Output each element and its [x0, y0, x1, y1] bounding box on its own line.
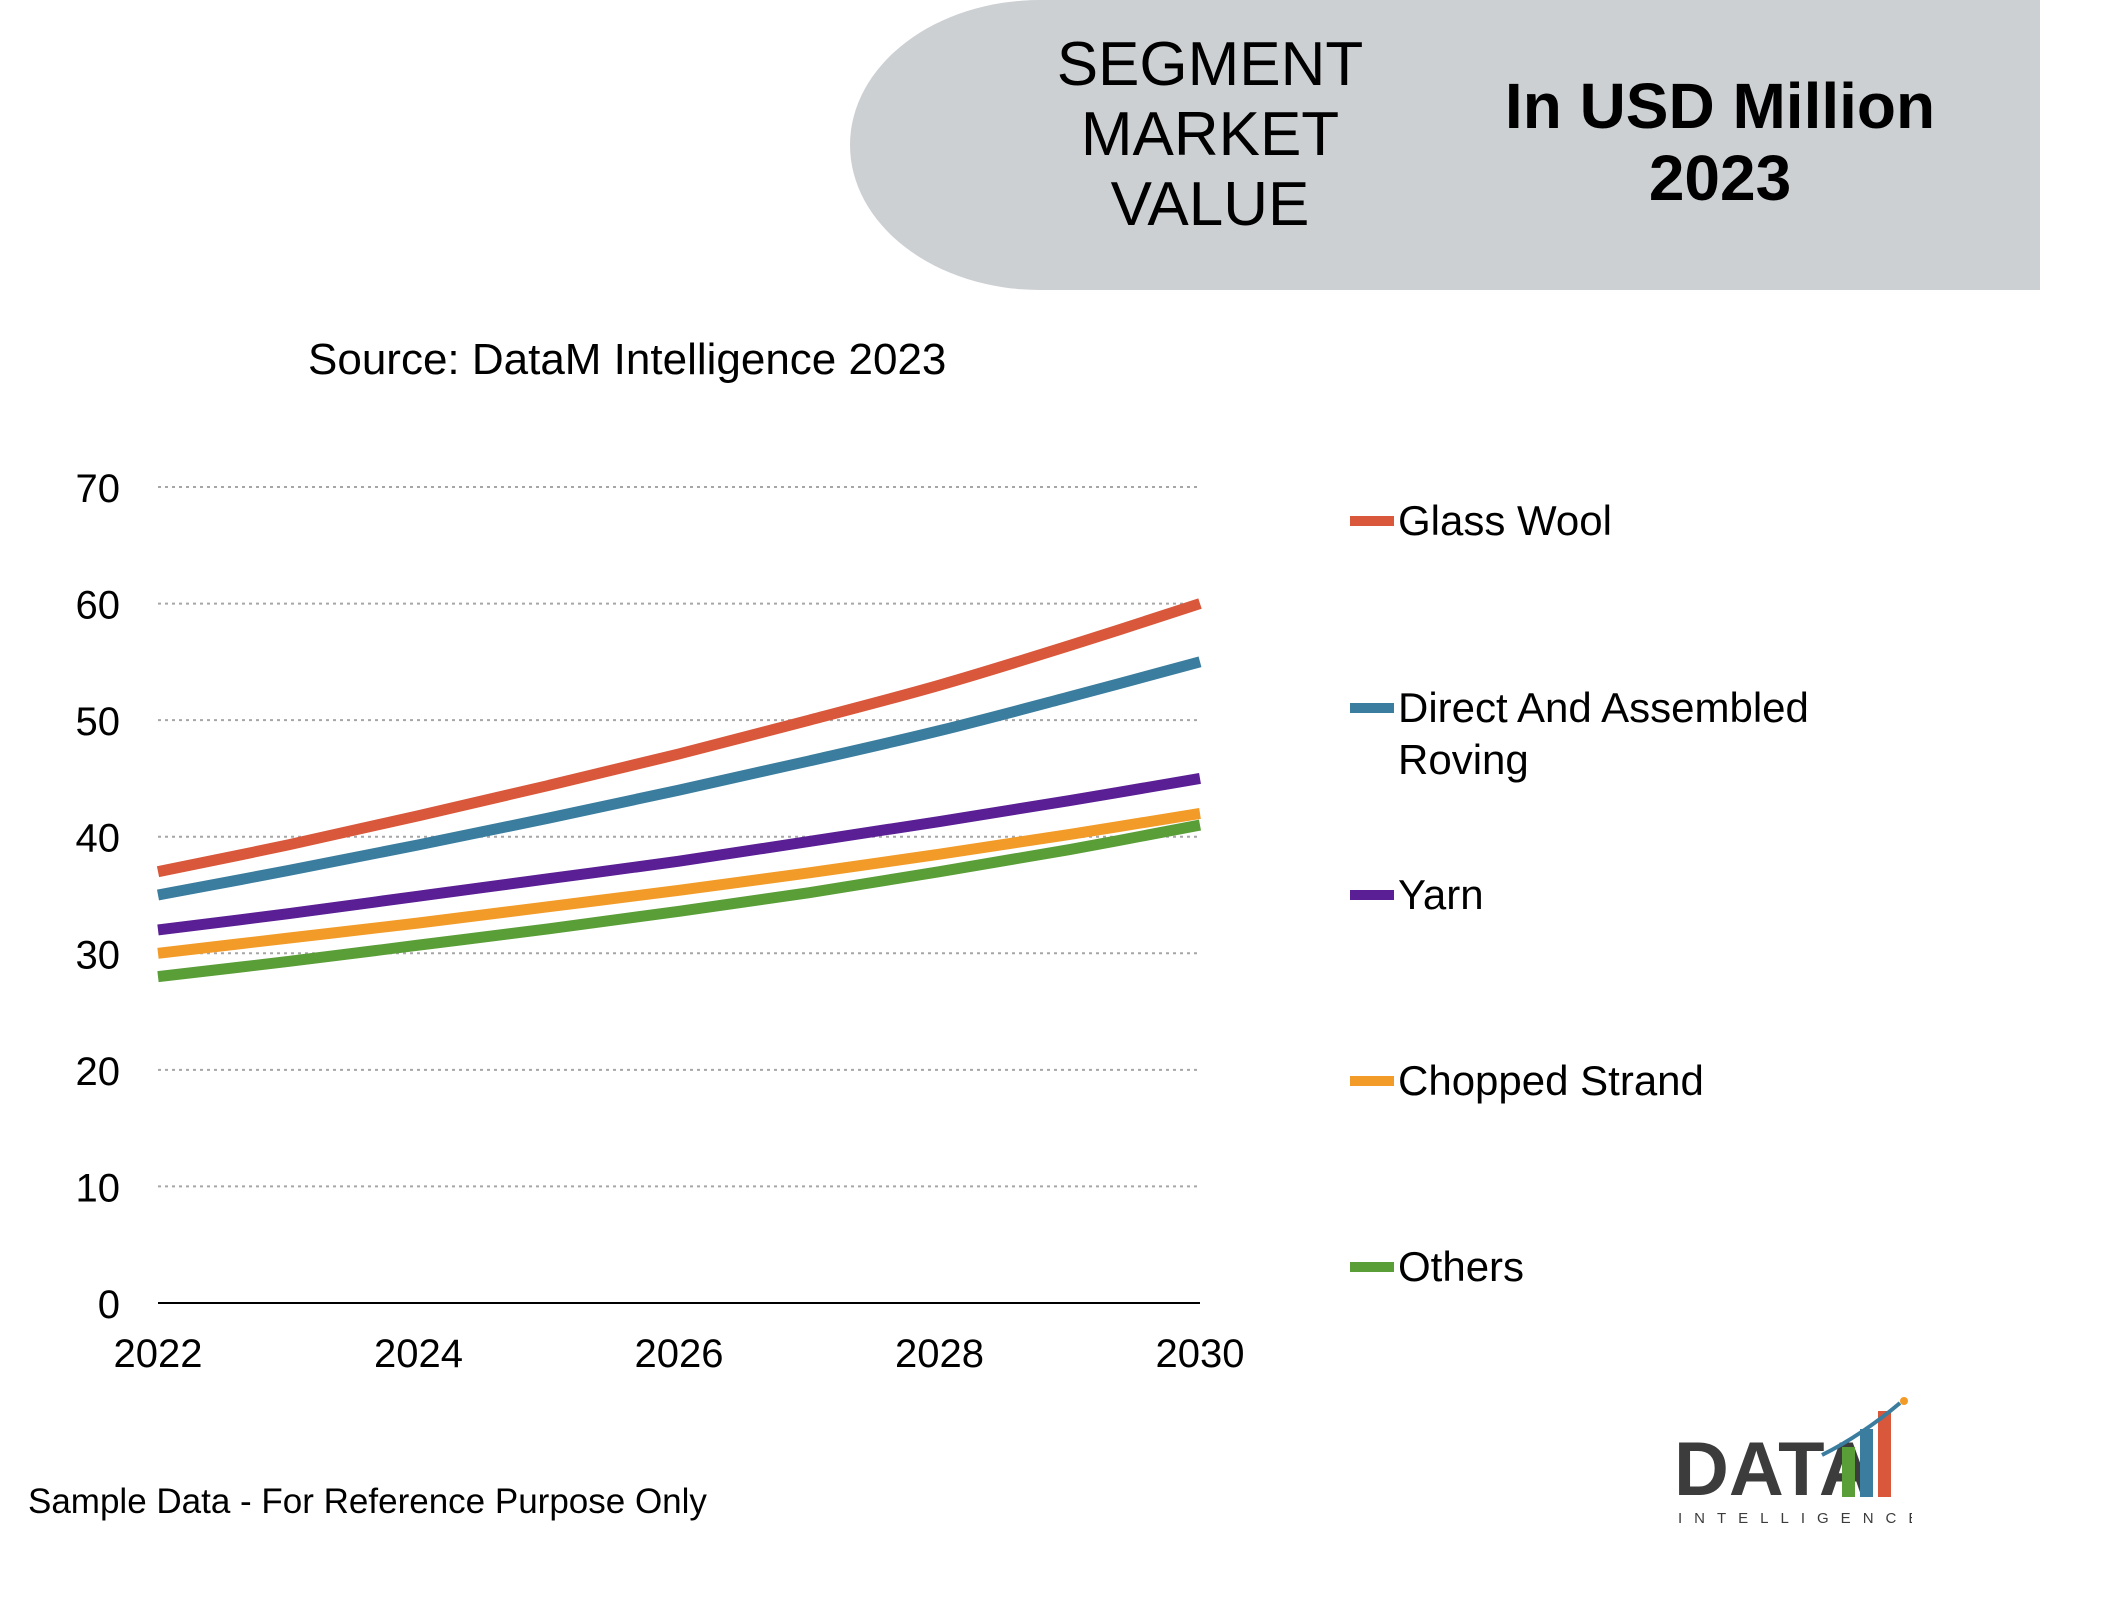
legend-swatch	[1350, 890, 1394, 900]
legend-swatch	[1350, 703, 1394, 713]
footnote: Sample Data - For Reference Purpose Only	[28, 1482, 707, 1521]
y-tick-label: 0	[98, 1283, 120, 1327]
unit-label-line1: In USD Million	[1504, 70, 1936, 142]
series-line-glass-wool	[156, 598, 1202, 878]
legend-label: Chopped Strand	[1398, 1057, 1704, 1104]
grid-lines	[158, 486, 1200, 1188]
y-tick-label: 50	[76, 700, 121, 744]
x-tick-label: 2028	[895, 1332, 984, 1376]
x-tick-label: 2026	[635, 1332, 724, 1376]
unit-label: In USD Million 2023	[1480, 70, 1960, 214]
logo-swoosh	[1821, 1401, 1902, 1457]
segment-market-value-label: SEGMENT MARKET VALUE	[1056, 30, 1364, 239]
legend-label: Others	[1398, 1243, 1525, 1290]
logo-bar-blue	[1860, 1429, 1873, 1497]
series-line-chopped-strand	[157, 807, 1201, 959]
series-line-direct-and-assembled-roving	[156, 656, 1202, 901]
x-tick-label: 2030	[1156, 1332, 1245, 1376]
x-tick-label: 2022	[114, 1332, 203, 1376]
y-tick-label: 40	[76, 817, 121, 861]
logo-bar-green	[1842, 1447, 1855, 1497]
x-tick-label: 2024	[374, 1332, 463, 1376]
series-line-yarn	[157, 773, 1201, 936]
legend-item: Others	[1350, 1241, 1918, 1293]
legend-swatch	[1350, 1076, 1394, 1086]
chart-source: Source: DataM Intelligence 2023	[308, 335, 947, 384]
logo-word: DATA	[1674, 1427, 1874, 1512]
logo-sub: INTELLIGENCE	[1678, 1510, 1912, 1527]
series-line-others	[157, 819, 1202, 983]
y-tick-label: 60	[76, 584, 121, 628]
unit-label-line2: 2023	[1648, 142, 1792, 214]
legend-swatch	[1350, 516, 1394, 526]
legend: Glass Wool Direct And Assembled Roving Yar…	[1350, 0, 2050, 1400]
legend-label: Glass Wool	[1398, 497, 1612, 544]
header-banner	[850, 0, 2040, 290]
logo-dot	[1900, 1397, 1908, 1405]
series-lines	[156, 598, 1202, 983]
legend-swatch	[1350, 1262, 1394, 1272]
legend-label: Direct And Assembled Roving	[1398, 684, 1809, 783]
y-tick-label: 30	[76, 933, 121, 977]
legend-item: Direct And Assembled Roving	[1350, 682, 1918, 786]
legend-label: Yarn	[1398, 871, 1484, 918]
legend-item: Yarn	[1350, 869, 1918, 921]
datam-intelligence-logo: DATA INTELLIGENCE	[1674, 1397, 1912, 1527]
y-tick-label: 70	[76, 467, 121, 511]
y-tick-label: 10	[76, 1166, 121, 1210]
legend-item: Chopped Strand	[1350, 1055, 1918, 1107]
logo-bar-red	[1878, 1411, 1891, 1497]
y-tick-label: 20	[76, 1050, 121, 1094]
legend-item: Glass Wool	[1350, 495, 1918, 547]
